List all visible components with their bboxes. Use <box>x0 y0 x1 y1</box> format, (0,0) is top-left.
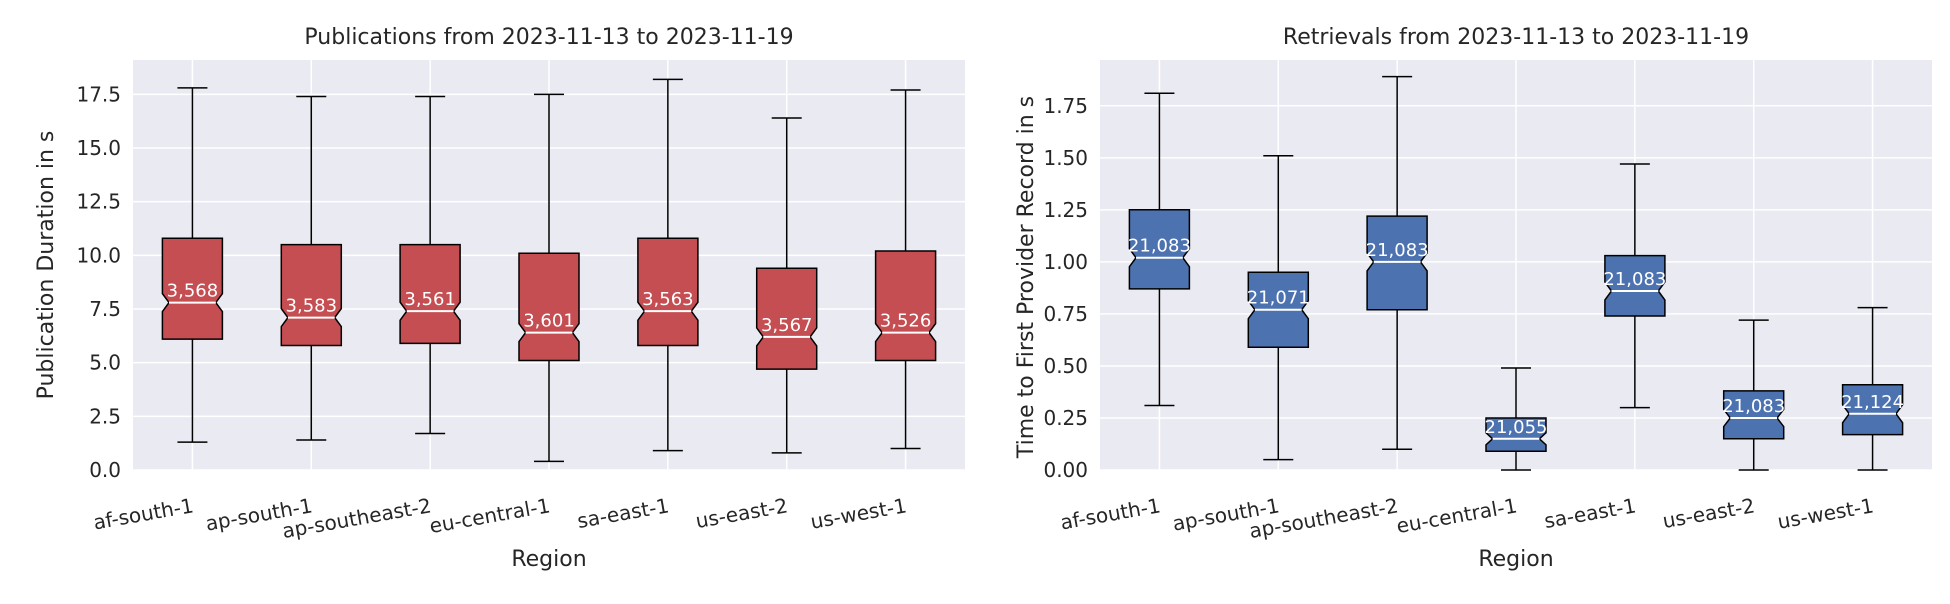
box-ap-south-1: 21,071 <box>1247 154 1310 461</box>
y-axis-label: Time to First Provider Record in s <box>1014 96 1039 459</box>
count-label: 21,055 <box>1485 417 1548 438</box>
count-label: 3,567 <box>761 315 813 336</box>
y-tick-label: 15.0 <box>76 136 121 160</box>
box-ap-south-1: 3,583 <box>280 95 343 441</box>
y-tick-label: 1.00 <box>1043 250 1088 274</box>
box-us-west-1: 21,124 <box>1841 306 1904 471</box>
x-axis-label: Region <box>1478 547 1553 572</box>
count-label: 21,124 <box>1841 392 1904 413</box>
x-tick-label: sa-east-1 <box>575 493 670 533</box>
y-tick-label: 2.5 <box>89 404 121 428</box>
x-tick-label: eu-central-1 <box>428 493 552 538</box>
box-eu-central-1: 3,601 <box>518 93 580 463</box>
box-us-west-1: 3,526 <box>874 89 937 450</box>
x-tick-label: us-west-1 <box>809 493 909 534</box>
x-axis-label: Region <box>511 547 586 572</box>
box-body <box>518 252 580 362</box>
y-tick-label: 0.50 <box>1043 354 1088 378</box>
count-label: 21,071 <box>1247 288 1310 309</box>
box-af-south-1: 21,083 <box>1128 92 1191 407</box>
box-af-south-1: 3,568 <box>161 87 224 443</box>
y-tick-label: 12.5 <box>76 190 121 214</box>
box-body <box>1722 390 1785 440</box>
count-label: 3,601 <box>523 311 575 332</box>
count-label: 3,561 <box>404 289 456 310</box>
box-body <box>280 243 343 347</box>
y-tick-label: 17.5 <box>76 82 121 106</box>
box-body <box>1128 209 1191 290</box>
box-body <box>399 243 461 345</box>
box-us-east-2: 3,567 <box>755 117 818 454</box>
box-body <box>1366 215 1428 311</box>
box-ap-southeast-2: 21,083 <box>1366 75 1429 450</box>
y-tick-label: 0.00 <box>1043 458 1088 482</box>
count-label: 3,568 <box>167 281 219 302</box>
x-tick-label: us-east-2 <box>694 493 790 533</box>
y-tick-label: 10.0 <box>76 243 121 267</box>
count-label: 3,526 <box>880 311 932 332</box>
count-label: 3,563 <box>642 289 694 310</box>
box-body <box>161 237 224 340</box>
box-eu-central-1: 21,055 <box>1485 367 1548 471</box>
y-tick-label: 5.0 <box>89 351 121 375</box>
y-axis-label: Publication Duration in s <box>34 131 59 400</box>
x-tick-label: us-east-2 <box>1661 493 1757 533</box>
x-tick-label: sa-east-1 <box>1542 493 1637 533</box>
chart-panel-2: 21,083 21,071 21,083 21,055 21,083 21,083 21,1… <box>1014 25 1932 572</box>
chart-panel-1: 3,568 3,583 3,561 3,601 3,563 3,567 3,526 0.0 2.… <box>34 25 965 572</box>
box-sa-east-1: 21,083 <box>1603 163 1666 409</box>
y-tick-label: 0.75 <box>1043 302 1088 326</box>
box-sa-east-1: 3,563 <box>637 78 699 452</box>
box-ap-southeast-2: 3,561 <box>399 95 461 435</box>
chart-title: Publications from 2023-11-13 to 2023-11-… <box>304 25 793 50</box>
box-body <box>755 267 818 370</box>
count-label: 21,083 <box>1722 396 1785 417</box>
y-tick-label: 0.0 <box>89 458 121 482</box>
y-tick-label: 0.25 <box>1043 406 1088 430</box>
box-us-east-2: 21,083 <box>1722 319 1785 471</box>
box-body <box>874 250 937 362</box>
x-tick-label: us-west-1 <box>1776 493 1876 534</box>
x-tick-label: af-south-1 <box>1058 493 1162 534</box>
box-body <box>1604 254 1666 317</box>
x-tick-label: af-south-1 <box>91 493 195 534</box>
count-label: 21,083 <box>1128 236 1191 257</box>
x-tick-label: eu-central-1 <box>1395 493 1519 538</box>
y-tick-label: 1.75 <box>1043 94 1088 118</box>
chart-title: Retrievals from 2023-11-13 to 2023-11-19 <box>1283 25 1749 50</box>
box-body <box>637 237 699 347</box>
count-label: 21,083 <box>1603 269 1666 290</box>
count-label: 21,083 <box>1366 240 1429 261</box>
box-body <box>1485 417 1547 453</box>
y-tick-label: 1.25 <box>1043 198 1088 222</box>
y-tick-label: 7.5 <box>89 297 121 321</box>
count-label: 3,583 <box>286 296 338 317</box>
box-body <box>1841 383 1904 436</box>
y-tick-label: 1.50 <box>1043 146 1088 170</box>
